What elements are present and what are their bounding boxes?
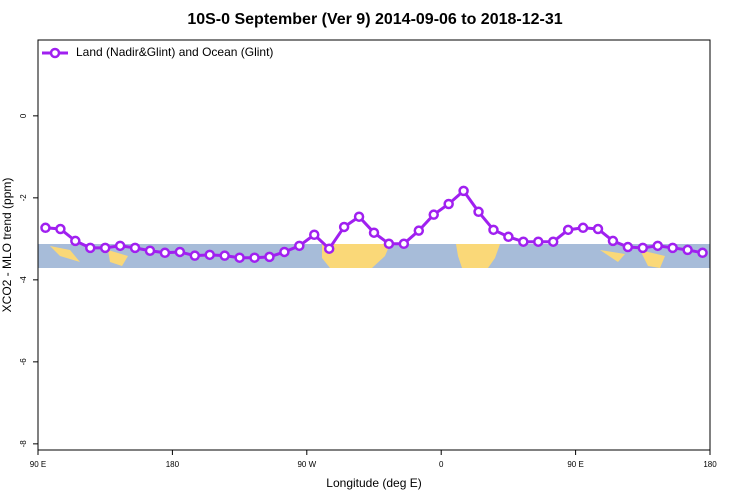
point (443, 198, 454, 210)
point (294, 240, 305, 252)
point (189, 250, 201, 261)
point (264, 251, 275, 263)
legend-marker (49, 47, 61, 59)
y-tick-label: -6 (19, 358, 28, 366)
point (428, 209, 439, 220)
x-axis-label: Longitude (deg E) (326, 476, 421, 490)
point (279, 246, 290, 258)
land (456, 244, 500, 268)
y-tick-label: -2 (19, 194, 28, 202)
point (323, 243, 335, 254)
point (413, 225, 425, 236)
point (562, 224, 574, 236)
point (234, 252, 245, 263)
point (249, 252, 260, 263)
point (652, 240, 663, 252)
point (114, 240, 126, 252)
point (697, 247, 708, 259)
point (129, 242, 141, 254)
point (682, 244, 693, 256)
point (368, 227, 380, 238)
legend-label: Land (Nadir&Glint) and Ocean (Glint) (76, 45, 273, 59)
x-tick-label: 0 (439, 460, 444, 469)
land (322, 244, 390, 268)
x-tick-label: 90 W (297, 460, 316, 469)
point (622, 241, 634, 253)
point (338, 221, 350, 233)
y-tick-label: -4 (19, 276, 28, 284)
point (592, 223, 604, 235)
point (398, 238, 410, 250)
point (159, 247, 171, 259)
point (533, 236, 544, 247)
x-tick-label: 90 E (567, 460, 583, 469)
point (383, 238, 395, 250)
point (503, 231, 514, 243)
point (174, 246, 186, 258)
point (458, 185, 469, 197)
point (577, 222, 589, 234)
chart-title: 10S-0 September (Ver 9) 2014-09-06 to 20… (187, 11, 562, 28)
point (488, 224, 499, 236)
point (353, 211, 365, 222)
point (667, 242, 678, 254)
point (40, 222, 51, 234)
plot-frame (37, 39, 711, 451)
point (70, 235, 81, 247)
y-axis-label: XCO2 - MLO trend (ppm) (0, 178, 14, 313)
x-tick-label: 90 E (30, 460, 46, 469)
map-band (38, 244, 710, 268)
point (204, 249, 215, 261)
point (637, 242, 649, 254)
y-tick-label: -8 (19, 440, 28, 448)
y-tick-label: 0 (19, 113, 28, 118)
point (309, 229, 320, 240)
point (99, 242, 111, 254)
point (144, 245, 156, 256)
point (518, 236, 529, 247)
x-tick-label: 180 (703, 460, 717, 469)
point (219, 250, 230, 261)
point (85, 242, 96, 254)
point (547, 236, 559, 247)
point (607, 235, 619, 247)
point (55, 223, 66, 235)
x-tick-label: 180 (166, 460, 180, 469)
point (473, 206, 484, 218)
